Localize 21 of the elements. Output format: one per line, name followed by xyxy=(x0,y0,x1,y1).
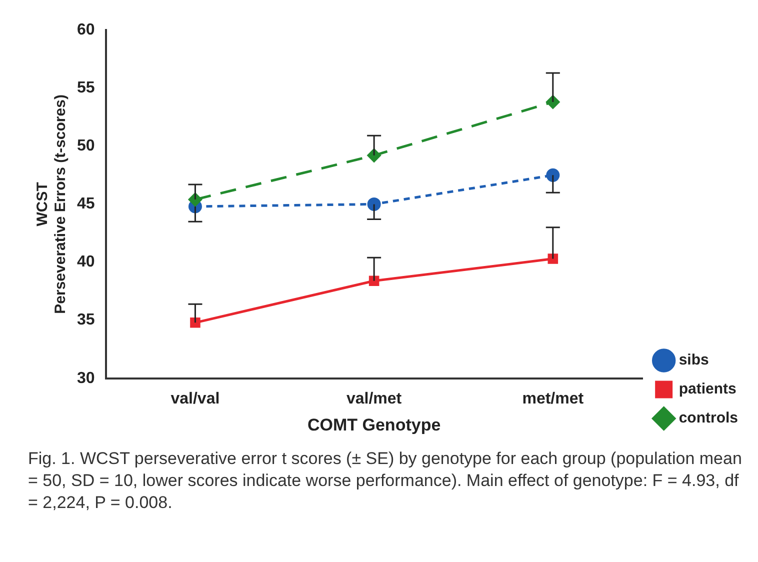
y-axis-title: WCST Perseverative Errors (t-scores) xyxy=(34,94,70,314)
point xyxy=(548,254,558,264)
legend-label: patients xyxy=(678,380,736,398)
point xyxy=(368,276,380,286)
point xyxy=(190,318,200,328)
caption: Fig. 1. WCST perseverative error t scores (± SE) by genotype for each group (population mean = 50, SD = 10, lower scores indicate worse performance). Main effect of genotype: F = 4.93, df = 2,224, P = 0.008. xyxy=(28,448,743,514)
x-axis-title: COMT Genotype xyxy=(307,415,441,434)
y-tick-label: 45 xyxy=(77,196,95,213)
x-tick-label: val/val xyxy=(170,390,220,408)
y-tick-label: 40 xyxy=(77,254,95,271)
y-tick-label: 60 xyxy=(77,21,95,38)
legend-label: sibs xyxy=(678,352,709,369)
x-tick-label: met/met xyxy=(522,390,584,408)
x-tick-label: val/met xyxy=(346,390,402,408)
point xyxy=(546,168,560,182)
y-tick-label: 55 xyxy=(77,79,95,96)
y-tick-label: 50 xyxy=(77,138,95,155)
y-tick-label: 35 xyxy=(77,312,95,329)
y-tick-label: 30 xyxy=(77,370,95,387)
point xyxy=(367,197,381,211)
legend-label: controls xyxy=(678,410,738,427)
